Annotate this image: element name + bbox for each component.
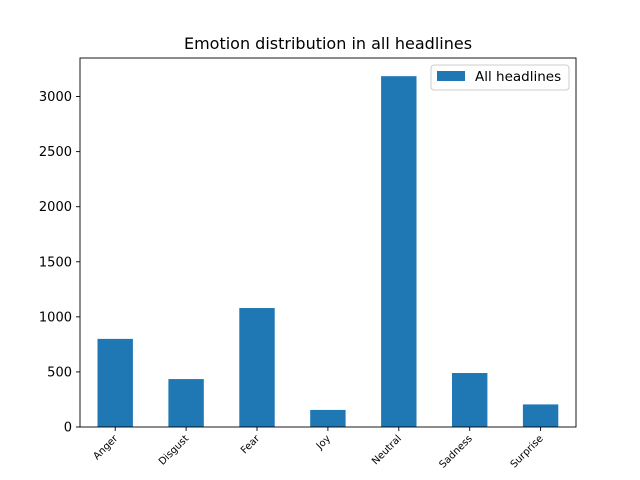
legend-label: All headlines bbox=[475, 69, 561, 85]
y-tick-label: 0 bbox=[64, 421, 72, 436]
bar-joy bbox=[310, 409, 346, 427]
y-axis: 0 500 1000 1500 2000 2500 3000 bbox=[39, 90, 80, 436]
bars-group bbox=[97, 76, 559, 428]
x-tick-label-disgust: Disgust bbox=[157, 433, 191, 467]
y-tick-label: 3000 bbox=[39, 90, 72, 105]
legend: All headlines bbox=[430, 64, 570, 91]
y-tick-label: 1500 bbox=[39, 255, 72, 270]
bar-anger bbox=[97, 338, 133, 427]
bar-neutral bbox=[381, 76, 417, 428]
chart-title: Emotion distribution in all headlines bbox=[184, 34, 472, 53]
y-tick-label: 1000 bbox=[39, 310, 72, 325]
bar-disgust bbox=[168, 379, 204, 427]
x-tick-label-anger: Anger bbox=[91, 433, 120, 462]
y-tick-label: 2000 bbox=[39, 200, 72, 215]
x-tick-label-fear: Fear bbox=[239, 433, 263, 457]
bar-fear bbox=[239, 308, 275, 427]
x-tick-label-sadness: Sadness bbox=[438, 433, 475, 470]
x-tick-label-neutral: Neutral bbox=[370, 433, 404, 467]
x-axis: Anger Disgust Fear Joy Neutral Sadness Surpris… bbox=[91, 427, 546, 471]
bar-surprise bbox=[522, 404, 559, 427]
bar-sadness bbox=[452, 373, 488, 427]
y-tick-label: 500 bbox=[47, 365, 72, 380]
x-tick-label-surprise: Surprise bbox=[509, 433, 546, 470]
legend-swatch bbox=[437, 71, 465, 81]
y-tick-label: 2500 bbox=[39, 145, 72, 160]
legend-box bbox=[430, 64, 570, 91]
x-tick-label-joy: Joy bbox=[314, 433, 333, 452]
plot-area-frame bbox=[79, 57, 577, 428]
